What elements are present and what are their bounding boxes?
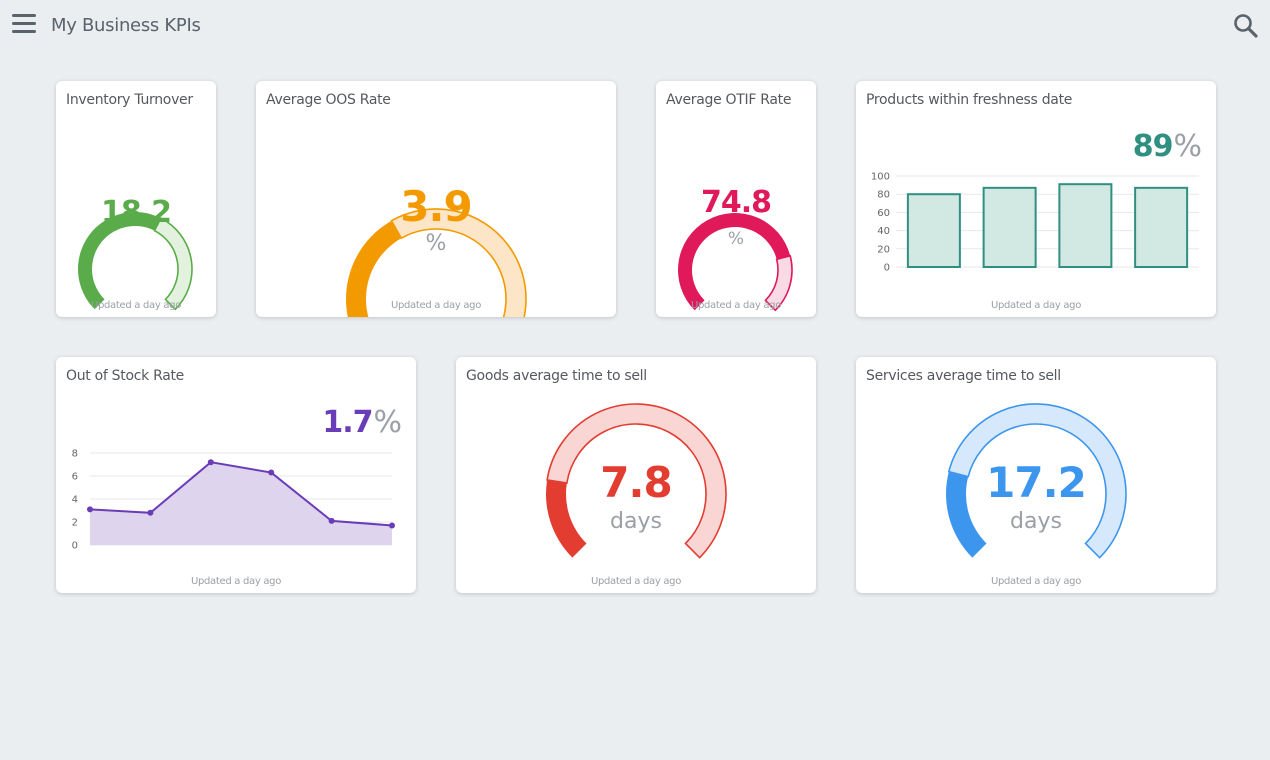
card-inventory-turnover[interactable]: Inventory Turnover 18.2 Updated a day ag… xyxy=(56,81,216,317)
y-tick-label: 100 xyxy=(871,172,890,183)
bar xyxy=(1058,183,1113,268)
gauge-value: 7.8 xyxy=(600,458,672,507)
y-tick-label: 0 xyxy=(72,541,78,552)
bar xyxy=(906,193,961,268)
y-tick-label: 6 xyxy=(72,472,78,483)
y-tick-label: 0 xyxy=(884,263,890,274)
out-of-stock-area-chart: 8 6 4 2 0 xyxy=(72,449,395,552)
card-title: Average OTIF Rate xyxy=(666,92,792,108)
inventory-turnover-gauge xyxy=(78,212,193,311)
services-time-gauge xyxy=(946,403,1127,559)
gauge-track xyxy=(546,403,727,559)
gauge-value: 17.2 xyxy=(986,458,1087,507)
bar xyxy=(1134,186,1189,268)
y-tick-label: 4 xyxy=(72,495,78,506)
card-goods-time-to-sell[interactable]: Goods average time to sell 7.8 days Upda… xyxy=(456,357,816,593)
freshness-unit: % xyxy=(1173,129,1201,164)
card-footer: Updated a day ago xyxy=(390,300,482,311)
gauge-value: 3.9 xyxy=(400,182,472,231)
page-title: My Business KPIs xyxy=(51,15,201,36)
gauge-fill xyxy=(678,213,791,311)
data-point xyxy=(389,522,395,529)
card-title: Services average time to sell xyxy=(866,368,1061,384)
average-otif-rate-gauge xyxy=(678,213,793,312)
gauge-fill xyxy=(78,212,161,310)
freshness-percent: 89% xyxy=(1132,129,1202,164)
card-title: Goods average time to sell xyxy=(466,368,647,384)
y-tick-label: 20 xyxy=(877,244,890,255)
data-point xyxy=(147,509,154,516)
menu-icon[interactable] xyxy=(12,14,38,36)
data-point xyxy=(268,469,275,476)
y-tick-label: 8 xyxy=(72,449,78,460)
gauge-track xyxy=(390,208,527,317)
card-out-of-stock-rate[interactable]: Out of Stock Rate 1.7% 8 6 4 2 0 Updated a d… xyxy=(56,357,416,593)
card-title: Average OOS Rate xyxy=(266,92,391,108)
oos-value: 1.7 xyxy=(322,405,373,440)
card-title: Products within freshness date xyxy=(866,92,1073,108)
gauge-track xyxy=(153,217,193,311)
freshness-value: 89 xyxy=(1132,129,1174,164)
card-footer: Updated a day ago xyxy=(90,300,182,311)
series-line xyxy=(89,461,393,527)
data-point xyxy=(328,517,335,524)
card-average-otif-rate[interactable]: Average OTIF Rate 74.8 % Updated a day a… xyxy=(656,81,816,317)
gauge-unit: % xyxy=(727,229,745,249)
bar xyxy=(982,186,1037,268)
goods-time-gauge xyxy=(546,403,727,559)
gauge-unit: % xyxy=(425,231,447,256)
search-icon[interactable] xyxy=(1232,12,1260,40)
average-oos-rate-gauge xyxy=(345,208,527,317)
card-title: Inventory Turnover xyxy=(66,92,193,108)
freshness-bar-chart: 100 80 60 40 20 0 xyxy=(871,172,1199,274)
gauge-track xyxy=(764,254,793,312)
card-footer: Updated a day ago xyxy=(990,576,1082,587)
data-point xyxy=(207,459,214,466)
y-tick-label: 2 xyxy=(72,518,78,529)
y-tick-label: 60 xyxy=(877,208,890,219)
data-point xyxy=(87,506,93,513)
card-products-freshness[interactable]: Products within freshness date 89% 100 80… xyxy=(856,81,1216,317)
card-average-oos-rate[interactable]: Average OOS Rate 3.9 % Updated a day ago xyxy=(256,81,616,317)
card-title: Out of Stock Rate xyxy=(66,368,184,384)
y-tick-label: 40 xyxy=(877,226,890,237)
card-footer: Updated a day ago xyxy=(590,576,682,587)
gauge-unit: days xyxy=(1010,509,1062,534)
oos-unit: % xyxy=(373,405,401,440)
area-fill xyxy=(90,462,392,545)
gauge-fill xyxy=(946,471,987,558)
gauge-fill xyxy=(546,479,587,558)
oos-percent: 1.7% xyxy=(322,405,402,440)
gauge-track xyxy=(947,403,1127,559)
gauge-unit: days xyxy=(610,509,662,534)
card-footer: Updated a day ago xyxy=(190,576,282,587)
top-bar: My Business KPIs xyxy=(0,0,1270,54)
card-footer: Updated a day ago xyxy=(990,300,1082,311)
gauge-value: 18.2 xyxy=(100,195,172,230)
gauge-value: 74.8 xyxy=(700,185,772,220)
card-services-time-to-sell[interactable]: Services average time to sell 17.2 days … xyxy=(856,357,1216,593)
card-footer: Updated a day ago xyxy=(690,300,782,311)
gauge-fill xyxy=(345,220,402,317)
y-tick-label: 80 xyxy=(877,190,890,201)
